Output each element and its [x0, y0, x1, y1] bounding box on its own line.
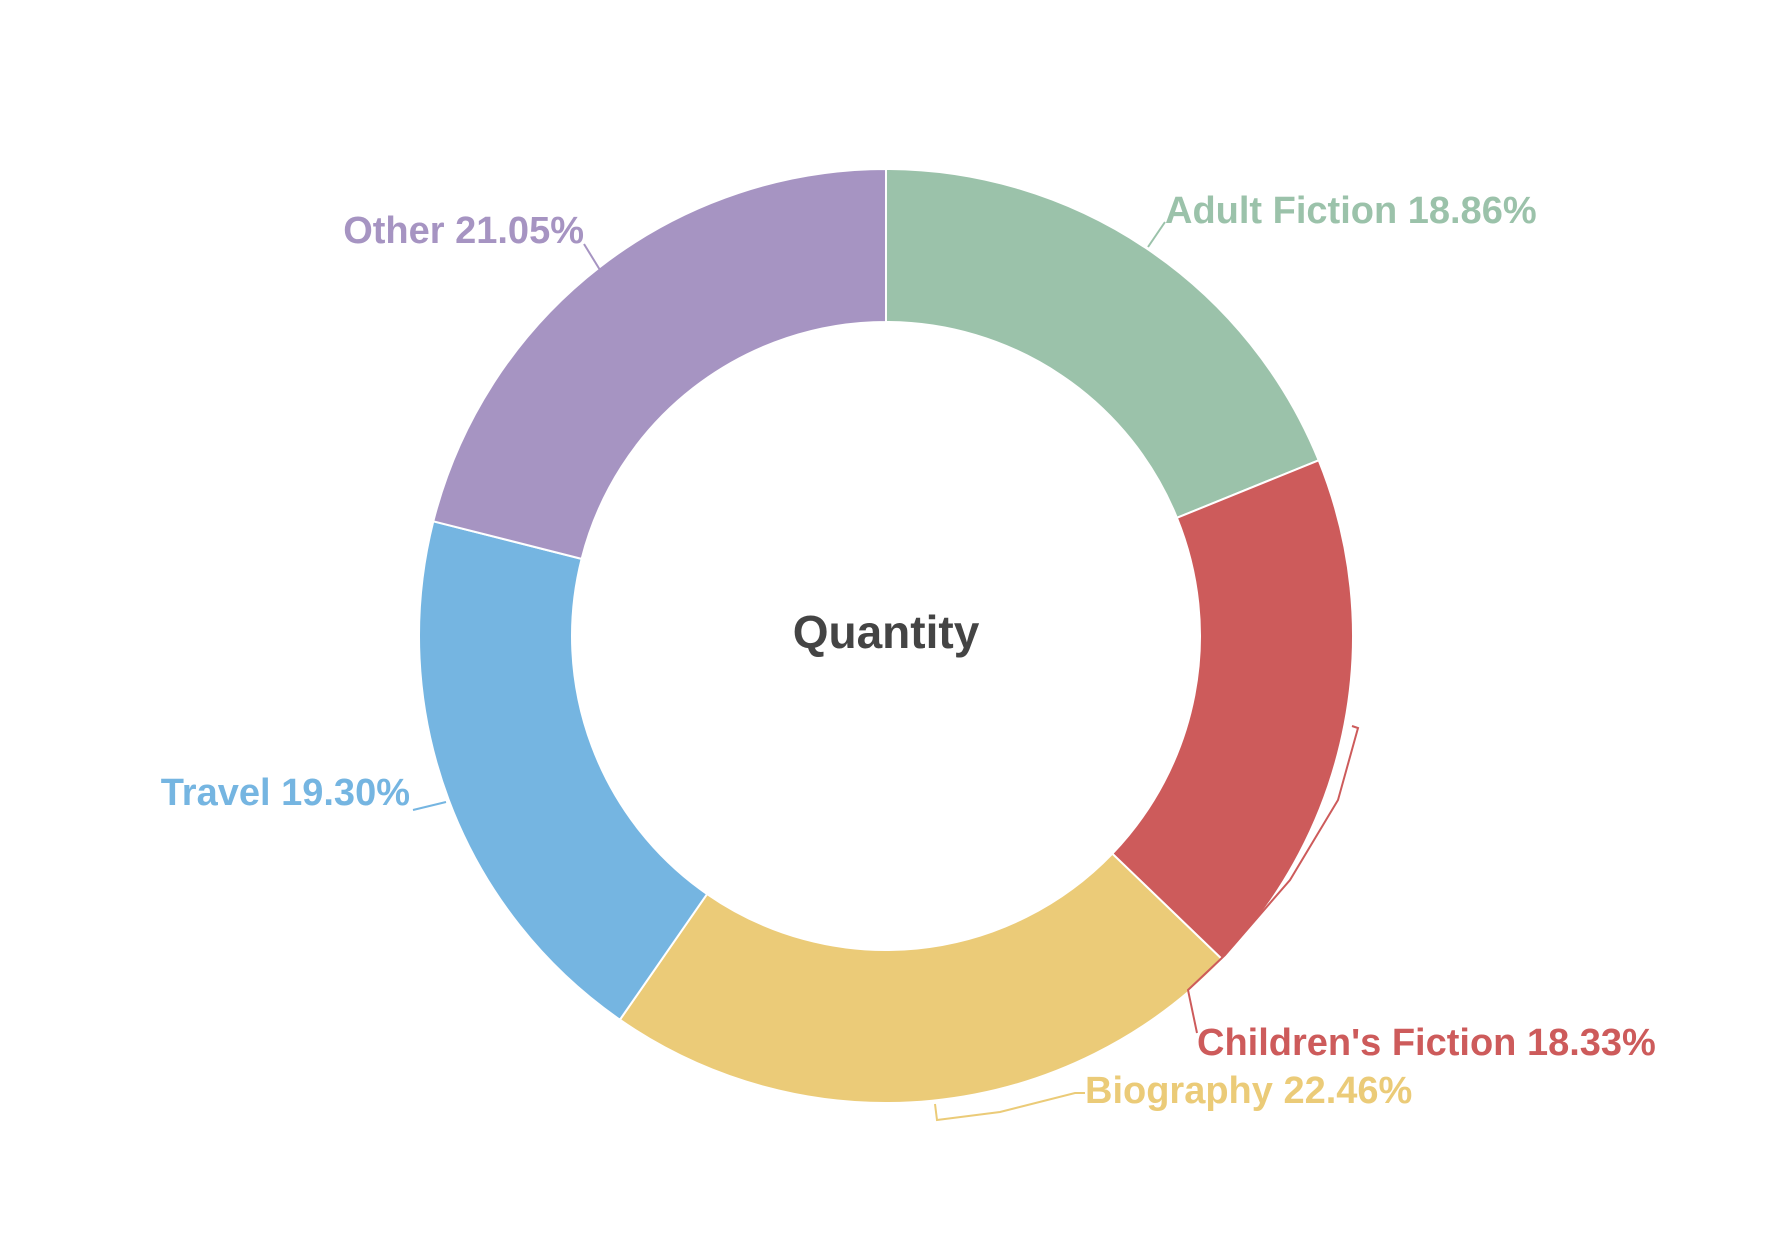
- leader-line-adult-fiction: [1147, 221, 1166, 248]
- slice-labels-layer: Adult Fiction 18.86% Children's Fiction 1…: [161, 190, 1656, 1112]
- slice-children-s-fiction[interactable]: [1110, 458, 1355, 962]
- leader-line-biography: [934, 1092, 1085, 1122]
- leader-line-travel: [412, 801, 447, 811]
- slice-adult-fiction[interactable]: [885, 167, 1320, 520]
- label-biography: Biography 22.46%: [1085, 1070, 1412, 1112]
- slices-layer: [418, 167, 1355, 1105]
- label-children-s-fiction: Children's Fiction 18.33%: [1197, 1022, 1656, 1064]
- center-title: Quantity: [793, 606, 980, 658]
- label-other: Other 21.05%: [343, 210, 584, 252]
- slice-biography[interactable]: [618, 852, 1225, 1105]
- label-adult-fiction: Adult Fiction 18.86%: [1165, 190, 1537, 232]
- label-travel: Travel 19.30%: [161, 772, 410, 814]
- slice-other[interactable]: [432, 167, 887, 561]
- leader-line-children-s-fiction: [1186, 725, 1360, 1034]
- leader-lines-layer: [412, 221, 1360, 1122]
- leader-line-other: [583, 243, 601, 271]
- slice-travel[interactable]: [418, 520, 709, 1022]
